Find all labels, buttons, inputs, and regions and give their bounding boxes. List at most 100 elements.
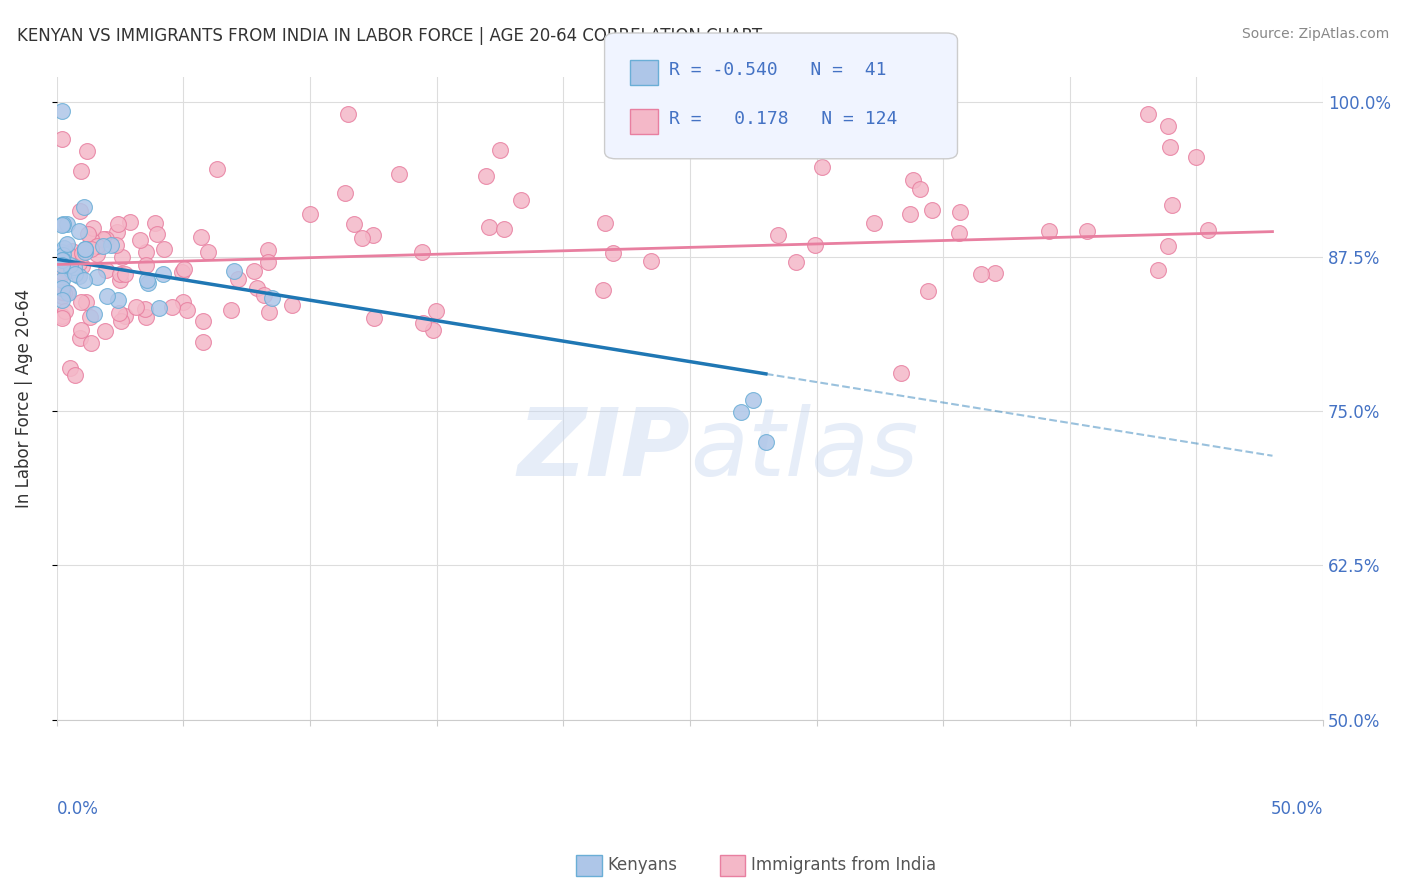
Point [73,273,96,287]
Point [228,272,250,286]
Point [96,289,118,303]
Point [52,286,75,301]
Point [342,217,364,231]
Point [60,244,83,258]
Point [281,298,304,312]
Point [80,242,103,256]
Point [197,245,219,260]
Point [742,393,765,408]
Point [1157,119,1180,133]
Point [53,304,76,318]
Point [299,207,322,221]
Point [51,288,73,302]
Point [135,258,157,272]
Point [152,267,174,281]
Point [191,314,214,328]
Point [478,219,501,234]
Point [136,272,159,286]
Point [755,435,778,450]
Point [114,309,136,323]
Point [222,263,245,277]
Point [80,336,103,351]
Point [257,255,280,269]
Point [70,260,93,274]
Point [63,267,86,281]
Point [135,310,157,324]
Text: Kenyans: Kenyans [607,856,678,874]
Point [77,227,100,242]
Point [105,225,128,239]
Point [52,248,75,262]
Point [108,273,131,287]
Point [984,266,1007,280]
Point [51,267,73,281]
Point [1038,224,1060,238]
Text: R =   0.178   N = 124: R = 0.178 N = 124 [669,110,897,128]
Point [69,331,91,345]
Point [75,242,97,256]
Point [51,219,73,233]
Point [191,334,214,349]
Point [52,253,75,268]
Point [56,218,79,232]
Point [51,103,73,118]
Point [970,267,993,281]
Text: atlas: atlas [690,404,918,495]
Point [93,239,115,253]
Point [785,255,807,269]
Point [73,242,96,256]
Point [352,231,374,245]
Point [475,169,498,184]
Point [51,245,73,260]
Text: Source: ZipAtlas.com: Source: ZipAtlas.com [1241,27,1389,41]
Point [593,216,616,230]
Point [172,295,194,310]
Point [1076,224,1098,238]
Point [129,233,152,247]
Point [82,220,104,235]
Point [170,265,193,279]
Point [107,293,129,307]
Point [1160,198,1182,212]
Point [79,310,101,325]
Point [640,254,662,268]
Point [1159,140,1181,154]
Point [1185,150,1208,164]
Point [361,227,384,242]
Point [51,281,73,295]
Point [1197,223,1219,237]
Point [114,267,136,281]
Point [148,301,170,315]
Point [810,161,832,175]
Point [243,263,266,277]
Point [56,263,79,277]
Point [509,193,531,207]
Point [51,273,73,287]
Point [86,270,108,285]
Point [51,293,73,307]
Point [1137,107,1160,121]
Point [592,284,614,298]
Point [52,217,75,231]
Point [51,311,73,326]
Point [1157,238,1180,252]
Point [76,145,98,159]
Point [890,367,912,381]
Point [205,162,228,177]
Point [125,300,148,314]
Point [51,310,73,324]
Point [51,253,73,268]
Point [56,286,79,301]
Point [55,285,77,299]
Point [260,291,283,305]
Point [63,368,86,382]
Point [93,325,115,339]
Point [83,307,105,321]
Point [766,228,789,243]
Point [412,316,434,330]
Point [86,247,108,261]
Point [70,164,93,178]
Point [62,260,84,275]
Point [730,404,752,418]
Point [1147,263,1170,277]
